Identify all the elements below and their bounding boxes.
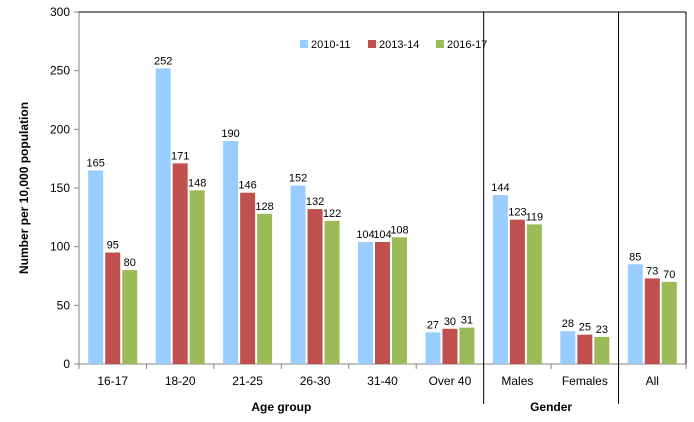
bar	[594, 337, 610, 364]
data-label: 152	[289, 173, 307, 185]
x-tick-label: 31-40	[367, 374, 398, 388]
y-tick-label: 0	[63, 357, 70, 371]
y-tick-label: 300	[50, 5, 70, 19]
y-tick-label: 50	[57, 298, 71, 312]
legend-label: 2010-11	[311, 39, 351, 51]
bar	[257, 213, 273, 364]
data-label: 73	[646, 265, 658, 277]
bar	[324, 220, 340, 364]
legend-swatch	[300, 40, 308, 48]
legend-swatch	[436, 40, 444, 48]
bar	[492, 195, 508, 364]
data-label: 28	[562, 318, 574, 330]
bar	[459, 327, 475, 364]
x-tick-label: Females	[562, 374, 608, 388]
data-label: 146	[238, 180, 256, 192]
bar	[122, 270, 138, 364]
data-label: 132	[306, 196, 324, 208]
data-label: 25	[579, 322, 591, 334]
x-tick-label: 21-25	[232, 374, 263, 388]
bar	[307, 209, 323, 364]
y-tick-label: 100	[50, 240, 70, 254]
bar	[240, 192, 256, 364]
data-label: 122	[323, 208, 341, 220]
data-label: 252	[154, 55, 172, 67]
bar	[560, 331, 576, 364]
data-label: 85	[629, 251, 641, 263]
data-label: 27	[427, 319, 439, 331]
data-label: 70	[663, 269, 675, 281]
bar	[661, 281, 677, 364]
y-tick-label: 200	[50, 122, 70, 136]
group-label: Age group	[251, 400, 311, 414]
bar	[155, 68, 171, 364]
data-label: 148	[188, 177, 206, 189]
x-tick-label: 18-20	[165, 374, 196, 388]
group-label: Gender	[530, 400, 572, 414]
data-label: 108	[390, 224, 408, 236]
data-label: 165	[87, 157, 105, 169]
bar	[358, 241, 373, 364]
data-label: 80	[124, 257, 136, 269]
bar	[105, 252, 121, 364]
data-label: 128	[255, 201, 273, 213]
y-axis-title: Number per 10,000 population	[17, 102, 31, 274]
x-tick-label: All	[646, 374, 659, 388]
bar	[442, 328, 458, 364]
bar	[290, 185, 306, 364]
x-tick-label: 16-17	[97, 374, 128, 388]
data-label: 23	[596, 324, 608, 336]
bar	[223, 141, 239, 364]
legend-label: 2016-17	[447, 39, 487, 51]
data-label: 104	[373, 229, 391, 241]
data-label: 95	[107, 240, 119, 252]
bar	[88, 170, 104, 364]
bar	[189, 190, 205, 364]
y-tick-label: 150	[50, 181, 70, 195]
data-label: 171	[171, 150, 189, 162]
bar	[577, 334, 593, 364]
data-label: 190	[221, 128, 239, 140]
data-label: 119	[526, 211, 544, 223]
bar	[172, 163, 188, 364]
bar	[644, 278, 660, 364]
bar	[526, 224, 542, 364]
data-label: 30	[444, 316, 456, 328]
y-tick-label: 250	[50, 64, 70, 78]
x-tick-label: Over 40	[429, 374, 472, 388]
data-label: 31	[461, 315, 473, 327]
bar	[375, 241, 390, 364]
data-label: 144	[491, 182, 509, 194]
x-tick-label: 26-30	[300, 374, 331, 388]
data-label: 123	[508, 207, 526, 219]
bar	[392, 237, 407, 364]
data-label: 104	[356, 229, 374, 241]
bar	[627, 264, 643, 364]
x-tick-label: Males	[501, 374, 533, 388]
legend-swatch	[368, 40, 376, 48]
bar	[509, 219, 525, 364]
bar	[425, 332, 441, 364]
legend-label: 2013-14	[379, 39, 419, 51]
